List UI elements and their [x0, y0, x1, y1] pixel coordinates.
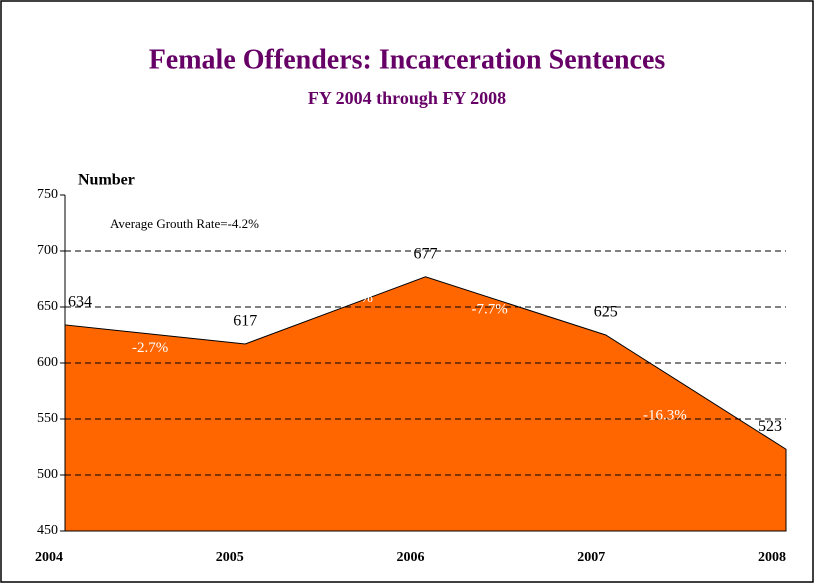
- growth-label: -7.7%: [472, 301, 508, 317]
- growth-label: -2.7%: [132, 340, 168, 356]
- y-tick-label: 750: [37, 187, 58, 202]
- y-tick-label: 600: [37, 355, 58, 370]
- chart-subtitle: FY 2004 through FY 2008: [308, 88, 506, 108]
- annotation: Average Grouth Rate=-4.2%: [110, 216, 259, 231]
- x-tick-label: 2005: [216, 550, 244, 565]
- y-tick-label: 500: [37, 467, 58, 482]
- chart-title: Female Offenders: Incarceration Sentence…: [149, 44, 666, 75]
- y-tick-label: 700: [37, 243, 58, 258]
- growth-label: -16.3%: [643, 408, 687, 424]
- y-tick-label: 650: [37, 299, 58, 314]
- y-tick-label: 550: [37, 411, 58, 426]
- data-label: 677: [414, 245, 438, 262]
- x-tick-label: 2004: [35, 550, 63, 565]
- data-label: 617: [233, 313, 257, 330]
- x-tick-label: 2007: [577, 550, 605, 565]
- y-axis-label: Number: [78, 172, 135, 189]
- x-tick-label: 2008: [758, 550, 786, 565]
- data-label: 523: [758, 418, 782, 435]
- y-tick-label: 450: [37, 523, 58, 538]
- data-label: 634: [68, 294, 92, 311]
- area: [64, 276, 787, 532]
- data-label: 625: [594, 304, 618, 321]
- x-tick-label: 2006: [397, 550, 425, 565]
- growth-label: 9.7%: [342, 290, 373, 306]
